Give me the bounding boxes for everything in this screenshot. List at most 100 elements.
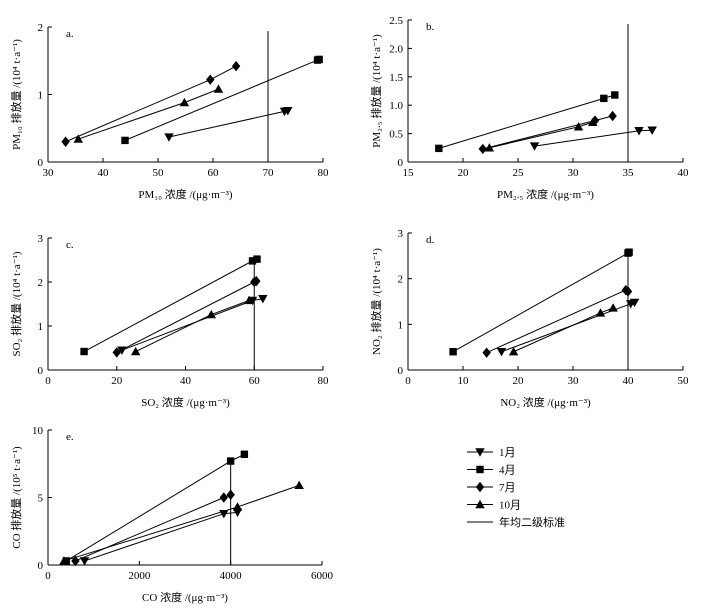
data-point (435, 144, 443, 153)
data-point (71, 555, 80, 567)
data-point (588, 117, 598, 126)
data-point (611, 91, 619, 99)
y-tick-label: 2 (398, 274, 404, 286)
x-tick-label: 70 (263, 167, 275, 179)
series-line (121, 298, 263, 351)
y-tick-label: 0 (38, 157, 44, 169)
series-1 (80, 255, 261, 356)
legend-label: 4月 (499, 465, 516, 477)
x-tick-label: 40 (98, 167, 110, 179)
data-point (608, 303, 618, 312)
x-tick-label: 0 (45, 375, 51, 387)
series-2 (71, 489, 235, 567)
series-line (75, 494, 231, 562)
y-tick-label: 0.5 (389, 129, 403, 141)
series-3 (130, 295, 254, 356)
legend-item: 10月 (467, 500, 521, 512)
data-point (79, 557, 90, 566)
y-tick-label: 1 (38, 90, 44, 102)
x-tick-label: 60 (249, 375, 261, 387)
data-point (219, 492, 229, 503)
series-line (124, 58, 320, 141)
x-tick-label: 15 (403, 167, 415, 179)
x-tick-label: 60 (208, 167, 220, 179)
data-point (179, 97, 190, 107)
x-tick-label: 4000 (220, 570, 243, 582)
panel-label: c. (66, 239, 74, 251)
series-1 (121, 55, 323, 145)
data-point (206, 309, 216, 319)
legend-item: 7月 (467, 481, 516, 494)
data-point (240, 450, 249, 458)
data-point (629, 298, 640, 308)
y-tick-label: 1 (398, 319, 404, 331)
x-tick-label: 6000 (311, 570, 334, 582)
y-axis-label: PM₂.₅ 排放量 /(10⁴ t·a⁻¹) (369, 34, 383, 148)
legend-marker (475, 448, 485, 457)
data-point (315, 55, 323, 64)
data-point (61, 136, 70, 147)
legend-label: 年均二级标准 (499, 515, 565, 529)
data-point (294, 480, 304, 490)
data-point (478, 143, 487, 155)
panel-label: e. (66, 431, 74, 443)
series-3 (73, 84, 224, 143)
data-point (164, 133, 174, 142)
series-1 (435, 91, 619, 153)
data-point (232, 508, 243, 518)
data-point (231, 60, 241, 72)
x-axis-label: PM₁₀ 浓度 /(μg·m⁻³) (138, 187, 233, 201)
x-tick-label: 10 (458, 375, 470, 387)
x-axis-label: NO₂ 浓度 /(μg·m⁻³) (500, 395, 591, 409)
x-axis-label: SO₂ 浓度 /(μg·m⁻³) (141, 395, 230, 409)
x-tick-label: 30 (43, 167, 55, 179)
data-point (647, 126, 657, 135)
panel-d: 0 10 20 30 40 50 0 1 2 3 d. NO₂ 浓度 /(μg·m⁻³) NO₂ 排放量… (369, 228, 689, 409)
data-point (213, 84, 224, 93)
data-point (248, 257, 257, 265)
data-point (258, 295, 268, 304)
y-axis-label: SO₂ 排放量 /(10⁴ t·a⁻¹) (9, 251, 23, 356)
panel-label: a. (66, 28, 74, 40)
data-point (252, 275, 261, 287)
data-point (59, 556, 69, 565)
x-tick-label: 20 (513, 375, 525, 387)
y-tick-label: 1.0 (389, 100, 403, 112)
data-point (625, 248, 633, 256)
series-1 (62, 450, 249, 565)
series-line (84, 511, 238, 562)
x-tick-label: 2000 (128, 570, 151, 582)
series-2 (61, 60, 241, 147)
y-tick-label: 1.5 (389, 72, 403, 84)
data-point (206, 74, 215, 85)
x-tick-label: 0 (405, 375, 411, 387)
x-tick-label: 20 (111, 375, 123, 387)
x-axis-label: PM₂.₅ 浓度 /(μg·m⁻³) (497, 187, 594, 201)
x-tick-label: 30 (568, 375, 580, 387)
data-point (608, 110, 617, 122)
x-tick-label: 40 (678, 167, 690, 179)
data-point (529, 142, 540, 151)
data-point (484, 143, 495, 152)
series-0 (79, 508, 243, 566)
series-3 (59, 480, 304, 565)
panel-b: 15 20 25 30 35 40 0 0.5 1.0 1.5 2.0 2.5 b. PM₂.₅ 浓度 /… (369, 15, 689, 201)
x-tick-label: 25 (513, 167, 525, 179)
series-line (63, 484, 300, 562)
legend-label: 7月 (499, 482, 516, 494)
series-2 (478, 110, 617, 155)
legend-label: 1月 (499, 447, 516, 459)
legend-item: 4月 (467, 465, 516, 477)
series-3 (508, 303, 618, 356)
data-point (623, 286, 633, 297)
y-tick-label: 3 (398, 228, 404, 240)
data-point (573, 122, 584, 131)
y-tick-label: 0 (38, 365, 44, 377)
y-axis-label: PM₁₀ 排放量 /(10⁴ t·a⁻¹) (9, 39, 23, 150)
y-tick-label: 2 (38, 22, 44, 34)
series-2 (482, 284, 633, 358)
y-axis-label: CO 排放量 /(10⁵ t·a⁻¹) (9, 446, 23, 549)
y-axis-label: NO₂ 排放量 /(10⁴ t·a⁻¹) (369, 248, 383, 355)
series-line (78, 88, 219, 140)
panel-c: 0 20 40 60 80 0 1 2 3 c. SO₂ 浓度 /(μg·m⁻³) SO₂ 排放量 /… (9, 233, 329, 409)
